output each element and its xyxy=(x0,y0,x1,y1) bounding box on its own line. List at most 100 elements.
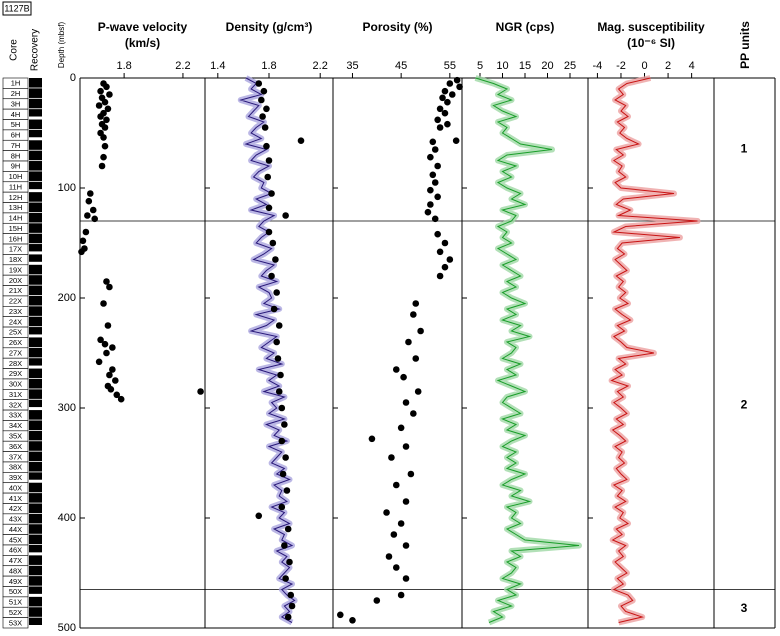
core-label: 3H xyxy=(11,99,21,108)
core-label: 30X xyxy=(9,380,22,389)
point xyxy=(439,94,446,102)
recovery xyxy=(29,596,42,607)
point xyxy=(283,487,291,494)
core-label: 25X xyxy=(9,328,22,337)
log-line xyxy=(238,77,296,623)
hole-label: 1127B xyxy=(4,3,29,13)
x-tick-label: 10 xyxy=(496,60,508,72)
panel-title: NGR (cps) xyxy=(496,20,555,34)
core-label: 8H xyxy=(11,151,21,160)
point xyxy=(452,137,460,144)
point xyxy=(275,388,283,395)
point xyxy=(278,437,286,445)
point xyxy=(441,109,449,117)
x-tick-label: 4 xyxy=(689,60,695,72)
point xyxy=(407,470,415,478)
panel-title: (10⁻⁶ SI) xyxy=(627,36,675,50)
point xyxy=(263,142,270,150)
unit-label: 2 xyxy=(741,397,748,411)
point xyxy=(278,503,286,511)
point xyxy=(390,531,398,538)
point xyxy=(97,87,104,95)
log-envelope xyxy=(474,75,582,626)
core-label: 44X xyxy=(9,525,22,534)
y-tick-label: 200 xyxy=(58,292,76,304)
core-label: 39X xyxy=(9,473,22,482)
point xyxy=(270,305,278,313)
core-label: 15H xyxy=(9,224,23,233)
point xyxy=(412,300,420,307)
recovery xyxy=(29,410,42,420)
point xyxy=(274,355,282,362)
x-tick-label: 2 xyxy=(665,60,671,72)
core-label: 46X xyxy=(9,546,22,555)
x-tick-label: 15 xyxy=(519,60,531,72)
point xyxy=(78,248,85,256)
core-label: 9H xyxy=(11,162,21,171)
point xyxy=(106,371,113,379)
unit-label: 3 xyxy=(741,601,748,615)
x-tick-label: -4 xyxy=(593,60,603,72)
point xyxy=(431,146,439,153)
core-label: 51X xyxy=(9,598,22,607)
point xyxy=(265,157,273,164)
core-label: 11H xyxy=(9,182,22,191)
unit-label: 1 xyxy=(741,142,748,156)
point xyxy=(269,239,277,247)
point xyxy=(412,355,420,362)
core-label: 2H xyxy=(11,89,21,98)
point xyxy=(349,617,356,624)
point xyxy=(434,230,441,238)
hole-box xyxy=(2,1,32,16)
point xyxy=(441,87,449,95)
recovery xyxy=(29,472,42,480)
point xyxy=(100,153,107,161)
y-tick-label: 0 xyxy=(70,72,76,84)
core-label: 27X xyxy=(9,348,22,357)
recovery xyxy=(29,586,42,594)
core-label: 49X xyxy=(9,577,22,586)
x-tick-label: 1.8 xyxy=(116,60,131,72)
point xyxy=(89,206,97,214)
core-label: 33X xyxy=(9,411,22,420)
recovery xyxy=(29,212,42,223)
y-tick-label: 300 xyxy=(58,402,76,414)
point xyxy=(273,289,280,296)
recovery xyxy=(29,275,42,285)
recovery xyxy=(29,482,42,493)
core-label: 4H xyxy=(11,110,21,119)
recovery xyxy=(29,181,42,190)
point xyxy=(434,162,441,170)
point xyxy=(436,272,444,280)
x-tick-label: 1.8 xyxy=(261,60,276,72)
point xyxy=(288,602,296,610)
point xyxy=(95,358,103,366)
point xyxy=(268,272,275,280)
y-tick-label: 500 xyxy=(58,622,76,634)
point xyxy=(273,338,280,346)
point xyxy=(402,443,410,450)
point xyxy=(255,512,263,520)
core-label: 12H xyxy=(9,193,23,202)
recovery xyxy=(29,78,42,88)
recovery xyxy=(29,119,42,130)
core-label: 32X xyxy=(9,400,22,409)
point xyxy=(424,208,432,216)
recovery xyxy=(29,576,42,586)
point xyxy=(104,322,112,329)
point xyxy=(444,98,451,106)
point xyxy=(397,520,405,527)
recovery xyxy=(29,565,42,576)
point xyxy=(86,190,94,197)
point xyxy=(265,204,273,212)
log-line xyxy=(610,77,698,623)
core-label: 28X xyxy=(9,359,22,368)
core-label: 26X xyxy=(9,338,22,347)
recovery xyxy=(29,88,42,98)
point xyxy=(427,201,434,208)
x-tick-label: 55 xyxy=(444,60,456,72)
point xyxy=(279,470,287,478)
point xyxy=(100,134,107,141)
point xyxy=(117,395,125,403)
point xyxy=(392,564,400,571)
